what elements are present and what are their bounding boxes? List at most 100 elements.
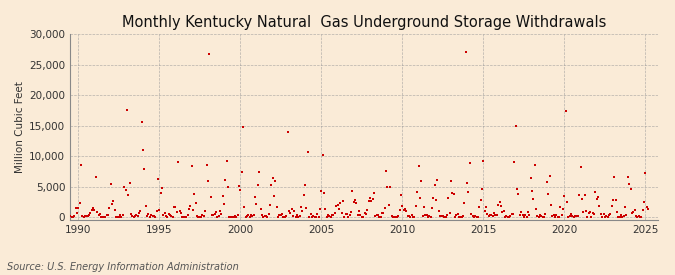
Point bbox=[389, 215, 400, 219]
Point bbox=[513, 192, 524, 196]
Point bbox=[478, 159, 489, 163]
Point bbox=[261, 214, 271, 219]
Point bbox=[351, 200, 362, 205]
Point bbox=[236, 170, 247, 174]
Point bbox=[567, 214, 578, 218]
Point bbox=[119, 185, 130, 189]
Point bbox=[352, 213, 363, 218]
Point bbox=[634, 215, 645, 219]
Point bbox=[58, 180, 69, 184]
Point bbox=[620, 205, 630, 209]
Point bbox=[252, 183, 263, 187]
Point bbox=[181, 214, 192, 219]
Point bbox=[533, 214, 544, 219]
Point bbox=[177, 215, 188, 219]
Point bbox=[360, 212, 371, 217]
Point bbox=[396, 192, 406, 197]
Point bbox=[406, 213, 417, 217]
Point bbox=[66, 214, 77, 219]
Point bbox=[544, 174, 555, 178]
Point bbox=[377, 211, 387, 215]
Point bbox=[347, 189, 358, 193]
Point bbox=[238, 125, 248, 129]
Point bbox=[68, 214, 78, 219]
Point bbox=[508, 212, 518, 216]
Point bbox=[626, 211, 637, 216]
Point bbox=[394, 208, 405, 212]
Point bbox=[440, 214, 451, 219]
Point bbox=[142, 214, 153, 218]
Point bbox=[126, 212, 136, 216]
Point bbox=[193, 215, 204, 219]
Point bbox=[165, 213, 176, 217]
Point bbox=[359, 210, 370, 215]
Point bbox=[271, 205, 282, 209]
Point bbox=[201, 163, 212, 167]
Point bbox=[566, 211, 576, 216]
Point bbox=[602, 214, 613, 219]
Point bbox=[192, 213, 202, 218]
Point bbox=[493, 203, 504, 208]
Point bbox=[537, 215, 548, 219]
Point bbox=[267, 176, 278, 181]
Point bbox=[293, 215, 304, 219]
Point bbox=[414, 196, 425, 200]
Point bbox=[532, 214, 543, 219]
Point bbox=[423, 215, 433, 219]
Point bbox=[232, 213, 243, 217]
Point bbox=[616, 213, 626, 217]
Point bbox=[540, 212, 551, 216]
Point bbox=[562, 199, 572, 204]
Point bbox=[582, 215, 593, 219]
Point bbox=[211, 210, 221, 214]
Point bbox=[482, 212, 493, 216]
Point bbox=[416, 179, 427, 183]
Point bbox=[317, 153, 328, 157]
Point bbox=[338, 199, 348, 203]
Point bbox=[479, 209, 490, 213]
Point bbox=[111, 215, 122, 219]
Point bbox=[509, 160, 520, 164]
Point bbox=[262, 215, 273, 219]
Point bbox=[85, 210, 96, 215]
Point bbox=[100, 214, 111, 219]
Point bbox=[329, 210, 340, 215]
Point bbox=[134, 211, 144, 216]
Point bbox=[235, 188, 246, 192]
Point bbox=[162, 214, 173, 219]
Point bbox=[455, 215, 466, 219]
Point bbox=[265, 203, 275, 207]
Point bbox=[336, 211, 347, 216]
Point bbox=[548, 213, 559, 218]
Point bbox=[273, 215, 284, 219]
Point bbox=[580, 209, 591, 213]
Point bbox=[601, 214, 612, 218]
Point bbox=[597, 214, 608, 219]
Point bbox=[132, 214, 143, 219]
Point bbox=[363, 199, 374, 204]
Point bbox=[643, 207, 653, 211]
Point bbox=[472, 215, 483, 219]
Point bbox=[475, 198, 486, 202]
Point bbox=[585, 210, 595, 214]
Point bbox=[558, 207, 568, 211]
Point bbox=[625, 187, 636, 191]
Point bbox=[490, 213, 501, 218]
Point bbox=[483, 214, 494, 218]
Point bbox=[526, 188, 537, 193]
Point bbox=[450, 215, 460, 219]
Point bbox=[74, 200, 85, 205]
Point bbox=[127, 214, 138, 218]
Point bbox=[344, 213, 355, 217]
Point bbox=[633, 213, 644, 218]
Point bbox=[247, 214, 258, 218]
Point bbox=[158, 212, 169, 217]
Point bbox=[362, 208, 373, 212]
Point bbox=[278, 215, 289, 219]
Point bbox=[487, 214, 498, 218]
Point bbox=[572, 214, 583, 218]
Point bbox=[321, 215, 332, 219]
Point bbox=[446, 179, 456, 183]
Point bbox=[608, 198, 618, 202]
Point bbox=[248, 213, 259, 217]
